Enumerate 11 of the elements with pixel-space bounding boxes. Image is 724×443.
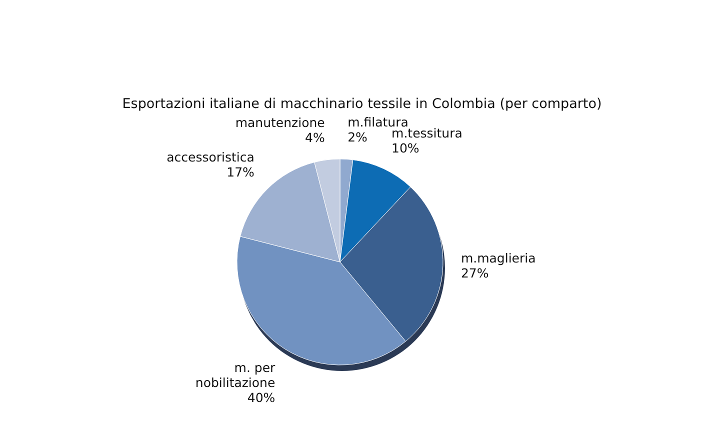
data-label: 4% <box>304 130 325 145</box>
data-label: 2% <box>348 129 368 144</box>
slice-label: manutenzione <box>235 114 326 130</box>
slice-label: m.maglieria <box>460 250 536 266</box>
chart-title: Esportazioni italiane di macchinario tessile in Colombia (per comparto) <box>122 96 602 112</box>
data-label: 27% <box>460 265 489 280</box>
slice-label: m. per nobilitazione <box>195 360 276 390</box>
slice-label: accessoristica <box>166 149 254 164</box>
data-label: 40% <box>247 390 276 406</box>
data-label: 17% <box>226 164 255 180</box>
data-label: 10% <box>392 140 420 156</box>
